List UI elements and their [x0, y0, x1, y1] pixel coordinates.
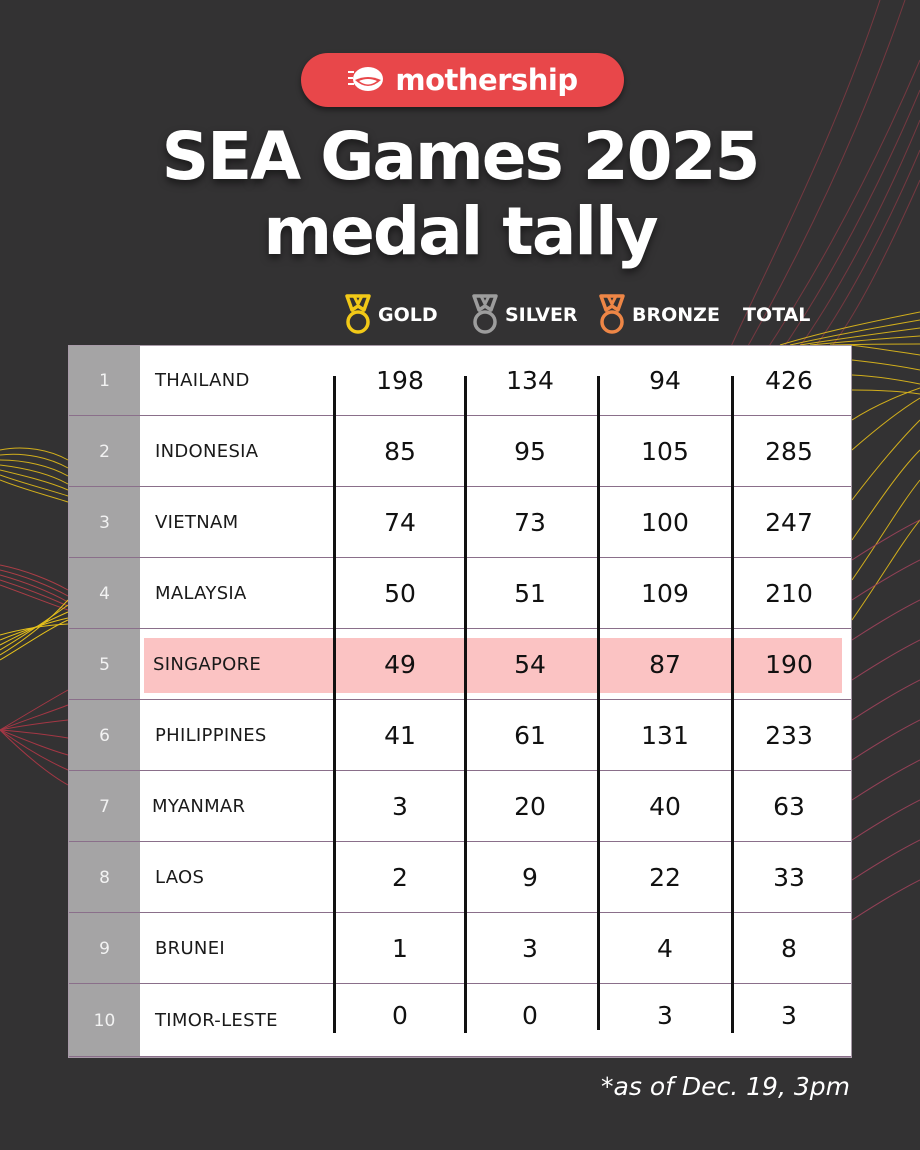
brand-pill: mothership [301, 53, 624, 107]
table-row: 7 MYANMAR 3 20 40 63 [69, 772, 851, 842]
silver-count: 54 [514, 650, 546, 679]
row-highlight [144, 638, 842, 693]
silver-medal-icon [472, 294, 498, 334]
country-name: MYANMAR [152, 796, 246, 817]
total-count: 190 [765, 650, 813, 679]
legend-bronze-label: BRONZE [632, 304, 720, 326]
country-name: SINGAPORE [153, 654, 262, 675]
total-count: 285 [765, 437, 813, 466]
legend-gold-label: GOLD [378, 304, 438, 326]
total-count: 3 [781, 1000, 797, 1030]
bronze-count: 105 [641, 437, 689, 466]
table-row: 3 VIETNAM 74 73 100 247 [69, 488, 851, 558]
total-count: 426 [765, 366, 813, 395]
country-name: LAOS [155, 867, 205, 888]
table-row: 8 LAOS 2 9 22 33 [69, 843, 851, 913]
table-row: 9 BRUNEI 1 3 4 8 [69, 914, 851, 984]
legend-total-label: TOTAL [743, 304, 811, 326]
gold-count: 198 [376, 366, 424, 395]
rank: 8 [99, 867, 110, 888]
legend-total: TOTAL [743, 292, 810, 338]
column-divider [333, 376, 336, 1033]
gold-count: 85 [384, 437, 416, 466]
rank: 10 [93, 1010, 116, 1031]
page-title-line2: medal tally [263, 193, 658, 270]
gold-count: 49 [384, 650, 416, 679]
bronze-count: 131 [641, 721, 689, 750]
legend-silver-label: SILVER [505, 304, 578, 326]
total-count: 210 [765, 579, 813, 608]
gold-count: 74 [384, 508, 416, 537]
silver-count: 95 [514, 437, 546, 466]
silver-count: 73 [514, 508, 546, 537]
total-count: 63 [773, 792, 805, 821]
country-name: INDONESIA [155, 441, 259, 462]
country-name: BRUNEI [155, 938, 225, 959]
silver-count: 0 [522, 1000, 538, 1030]
table-row-highlighted: 5 SINGAPORE 49 54 87 190 [69, 630, 851, 700]
silver-count: 51 [514, 579, 546, 608]
country-name: VIETNAM [155, 512, 239, 533]
gold-medal-icon [345, 294, 371, 334]
gold-count: 41 [384, 721, 416, 750]
bronze-count: 109 [641, 579, 689, 608]
gold-count: 1 [392, 934, 408, 963]
bronze-count: 100 [641, 508, 689, 537]
country-name: MALAYSIA [155, 583, 247, 604]
table-row: 2 INDONESIA 85 95 105 285 [69, 417, 851, 487]
bronze-count: 40 [649, 792, 681, 821]
legend-silver: SILVER [471, 292, 578, 338]
country-name: PHILIPPINES [155, 725, 267, 746]
table-row: 10 TIMOR-LESTE 0 0 3 3 [69, 985, 851, 1057]
bronze-count: 3 [657, 1000, 673, 1030]
total-count: 247 [765, 508, 813, 537]
legend-gold: GOLD [344, 292, 438, 338]
table-row: 6 PHILIPPINES 41 61 131 233 [69, 701, 851, 771]
rank: 3 [99, 512, 110, 533]
bronze-count: 94 [649, 366, 681, 395]
footnote: *as of Dec. 19, 3pm [601, 1072, 850, 1101]
mothership-logo-icon [348, 67, 384, 91]
column-divider [464, 376, 467, 1033]
rank: 7 [99, 796, 110, 817]
country-name: THAILAND [155, 370, 250, 391]
rank: 1 [99, 370, 110, 391]
silver-count: 9 [522, 863, 538, 892]
rank-column [69, 346, 140, 1057]
gold-count: 50 [384, 579, 416, 608]
silver-count: 134 [506, 366, 554, 395]
total-count: 8 [781, 934, 797, 963]
gold-count: 2 [392, 863, 408, 892]
bronze-medal-icon [599, 294, 625, 334]
rank: 5 [99, 654, 110, 675]
bronze-count: 4 [657, 934, 673, 963]
bronze-count: 87 [649, 650, 681, 679]
silver-count: 3 [522, 934, 538, 963]
bronze-count: 22 [649, 863, 681, 892]
table-row: 4 MALAYSIA 50 51 109 210 [69, 559, 851, 629]
gold-count: 3 [392, 792, 408, 821]
rank: 6 [99, 725, 110, 746]
column-divider [597, 376, 600, 1030]
page-title-line1: SEA Games 2025 [161, 118, 761, 195]
gold-count: 0 [392, 1000, 408, 1030]
silver-count: 61 [514, 721, 546, 750]
brand-name: mothership [395, 63, 578, 97]
column-divider [731, 376, 734, 1033]
silver-count: 20 [514, 792, 546, 821]
rank: 9 [99, 938, 110, 959]
rank: 4 [99, 583, 110, 604]
medal-table: 1 THAILAND 198 134 94 426 2 INDONESIA 85… [68, 345, 852, 1058]
country-name: TIMOR-LESTE [155, 1010, 278, 1031]
rank: 2 [99, 441, 110, 462]
legend-bronze: BRONZE [598, 292, 720, 338]
table-row: 1 THAILAND 198 134 94 426 [69, 346, 851, 416]
total-count: 233 [765, 721, 813, 750]
total-count: 33 [773, 863, 805, 892]
